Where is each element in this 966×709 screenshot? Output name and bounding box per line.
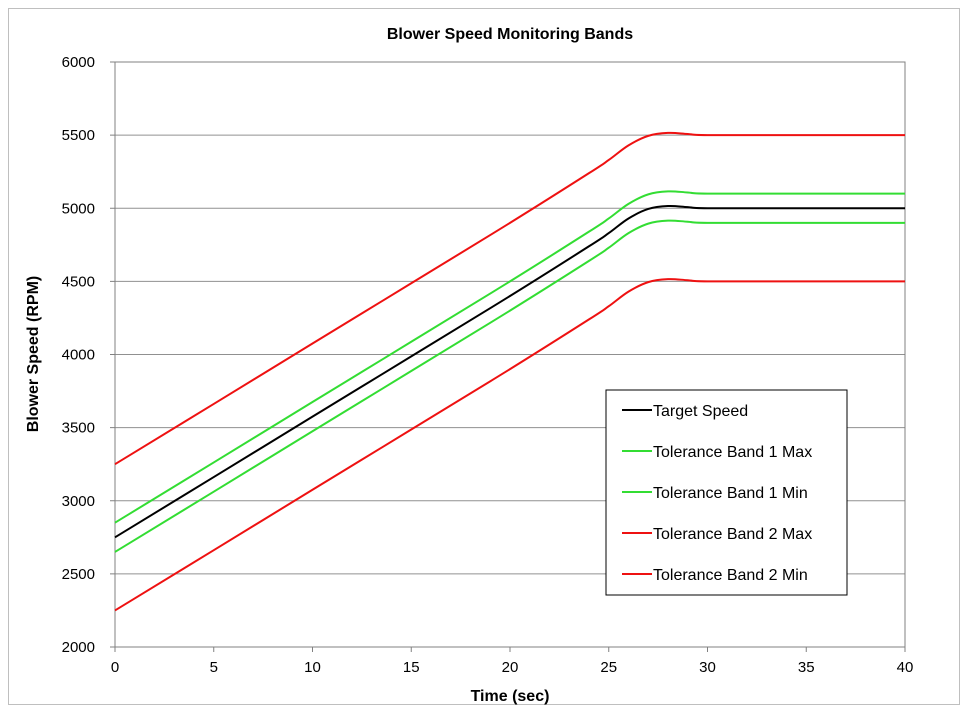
legend-label: Tolerance Band 1 Max xyxy=(653,444,812,461)
x-tick-label: 35 xyxy=(798,659,815,676)
legend-label: Tolerance Band 1 Min xyxy=(653,485,808,502)
x-tick-label: 20 xyxy=(502,659,519,676)
x-tick-label: 15 xyxy=(403,659,420,676)
y-tick-label: 4500 xyxy=(62,273,95,290)
x-tick-label: 25 xyxy=(600,659,617,676)
x-axis-label: Time (sec) xyxy=(471,688,550,705)
legend: Target Speed Tolerance Band 1 Max Toleranc… xyxy=(605,389,848,596)
series-line-2 xyxy=(114,190,905,524)
y-tick-label: 5000 xyxy=(62,200,95,217)
legend-label: Tolerance Band 2 Max xyxy=(653,526,812,543)
legend-label: Target Speed xyxy=(653,403,748,420)
y-tick-label: 2000 xyxy=(62,639,95,656)
series-line-3 xyxy=(114,219,905,553)
y-axis-label: Blower Speed (RPM) xyxy=(25,276,42,432)
legend-label: Tolerance Band 2 Min xyxy=(653,567,808,584)
x-tick-labels: 0 5 10 15 20 25 30 35 40 xyxy=(111,647,914,676)
y-tick-label: 6000 xyxy=(62,54,95,71)
series-line-5 xyxy=(114,278,905,612)
y-tick-labels: 2000 2500 3000 3500 4000 4500 5000 5500 6000 xyxy=(62,54,115,656)
chart-title: Blower Speed Monitoring Bands xyxy=(387,26,633,43)
y-tick-label: 4000 xyxy=(62,347,95,364)
series-line-4 xyxy=(114,131,905,466)
x-tick-label: 0 xyxy=(111,659,119,676)
series-line-1 xyxy=(114,204,905,539)
x-tick-label: 40 xyxy=(897,659,914,676)
series-lines xyxy=(114,131,905,612)
x-tick-label: 10 xyxy=(304,659,321,676)
y-tick-label: 3500 xyxy=(62,420,95,437)
x-tick-label: 30 xyxy=(699,659,716,676)
x-tick-label: 5 xyxy=(210,659,218,676)
y-tick-label: 3000 xyxy=(62,493,95,510)
y-tick-label: 2500 xyxy=(62,566,95,583)
y-tick-label: 5500 xyxy=(62,127,95,144)
